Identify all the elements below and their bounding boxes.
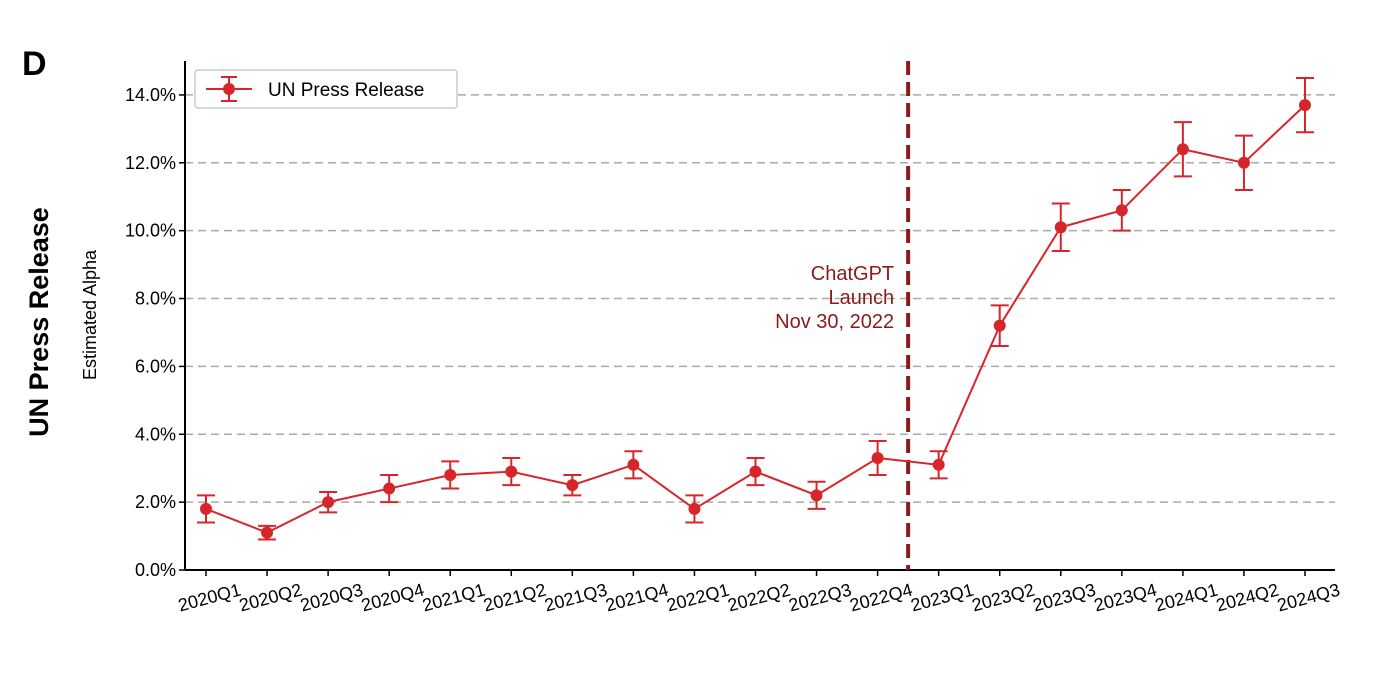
- x-tick-label: 2023Q2: [970, 580, 1037, 616]
- x-tick-label: 2023Q3: [1031, 580, 1098, 616]
- point: [993, 319, 1006, 332]
- legend-box: [194, 69, 458, 109]
- x-tick-label: 2024Q2: [1214, 580, 1281, 616]
- annotation-text: Nov 30, 2022: [775, 311, 894, 333]
- y-tick-label: 0.0%: [135, 560, 176, 580]
- x-tick-label: 2020Q4: [359, 580, 426, 616]
- point: [322, 496, 335, 509]
- x-tick-label: 2024Q3: [1275, 580, 1342, 616]
- y-axis-label: Estimated Alpha: [80, 249, 100, 380]
- point: [505, 465, 518, 478]
- point: [1176, 143, 1189, 156]
- y-tick-label: 2.0%: [135, 492, 176, 512]
- point: [749, 465, 762, 478]
- point: [688, 502, 701, 515]
- point: [444, 468, 457, 481]
- y-tick-label: 6.0%: [135, 356, 176, 376]
- point: [1299, 99, 1311, 112]
- point: [1237, 156, 1250, 169]
- x-tick-label: 2022Q4: [848, 580, 915, 616]
- panel-label: D: [22, 45, 47, 83]
- x-tick-label: 2023Q4: [1092, 580, 1159, 616]
- point: [1054, 221, 1067, 234]
- x-tick-label: 2021Q2: [481, 580, 548, 616]
- x-tick-label: 2020Q3: [298, 580, 365, 616]
- annotation-text: Launch: [829, 287, 895, 309]
- y-tick-label: 8.0%: [135, 289, 176, 309]
- x-tick-label: 2021Q1: [420, 580, 487, 616]
- y-tick-label: 4.0%: [135, 424, 176, 444]
- x-tick-label: 2022Q1: [664, 580, 731, 616]
- point: [383, 482, 396, 495]
- x-tick-label: 2021Q4: [603, 580, 670, 616]
- point: [810, 489, 823, 502]
- x-tick-label: 2022Q2: [725, 580, 792, 616]
- point: [627, 458, 640, 471]
- point: [200, 502, 212, 515]
- x-tick-label: 2020Q2: [237, 580, 304, 616]
- point: [871, 452, 884, 465]
- x-tick-label: 2020Q1: [176, 580, 243, 616]
- x-tick-label: 2023Q1: [909, 580, 976, 616]
- point: [261, 526, 274, 539]
- legend-label: UN Press Release: [268, 80, 424, 101]
- panel-title: UN Press Release: [24, 207, 54, 437]
- legend-marker: [223, 83, 235, 95]
- y-tick-label: 14.0%: [125, 85, 176, 105]
- point: [932, 458, 945, 471]
- x-tick-label: 2022Q3: [787, 580, 854, 616]
- y-tick-label: 10.0%: [125, 221, 176, 241]
- annotation-text: ChatGPT: [811, 263, 894, 285]
- point: [1115, 204, 1128, 217]
- x-tick-label: 2021Q3: [542, 580, 609, 616]
- x-tick-label: 2024Q1: [1153, 580, 1220, 616]
- y-tick-label: 12.0%: [125, 153, 176, 173]
- point: [566, 479, 579, 492]
